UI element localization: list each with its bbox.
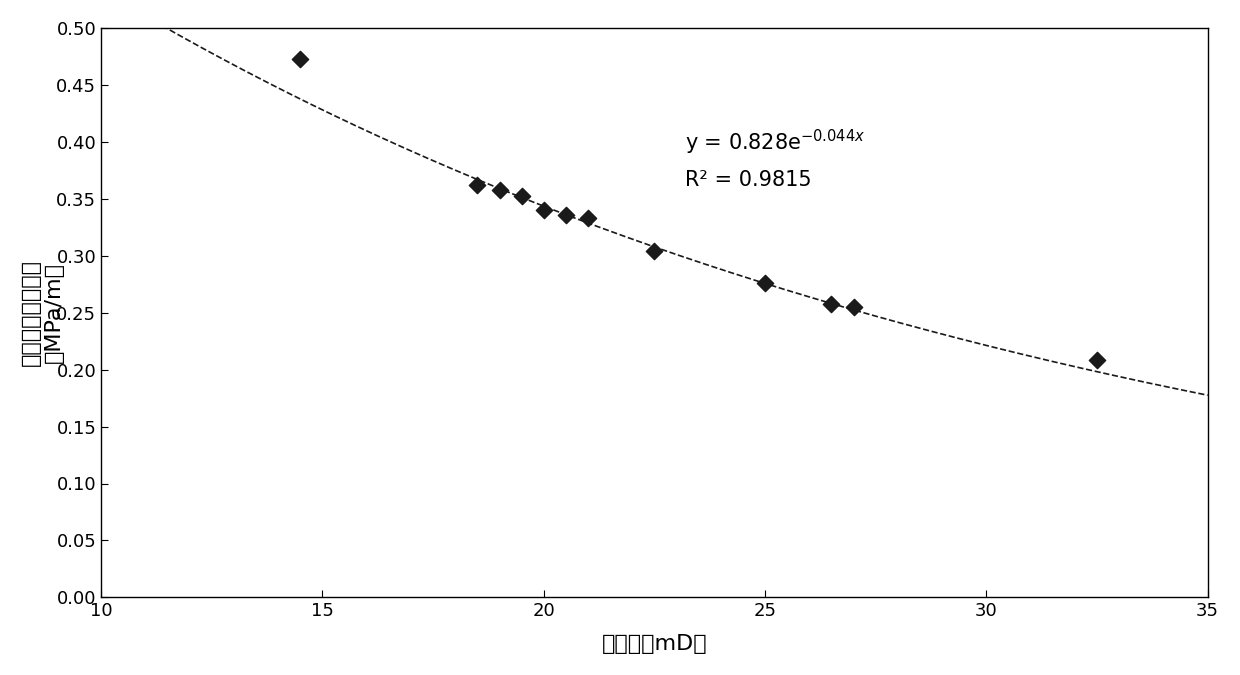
Point (1087, 355, 1107, 366)
Point (578, 213, 598, 223)
Point (645, 246, 665, 256)
Point (822, 298, 842, 309)
Point (512, 191, 532, 202)
Point (556, 209, 575, 220)
X-axis label: 渗透率（mD）: 渗透率（mD） (601, 634, 707, 654)
Text: y = 0.828e$^{-0.044x}$
R² = 0.9815: y = 0.828e$^{-0.044x}$ R² = 0.9815 (686, 128, 866, 190)
Y-axis label: 最小启动压力梯度
（MPa/m）: 最小启动压力梯度 （MPa/m） (21, 259, 64, 366)
Point (534, 205, 554, 215)
Point (755, 277, 775, 288)
Point (490, 184, 510, 195)
Point (290, 53, 310, 64)
Point (843, 302, 863, 313)
Point (467, 180, 487, 190)
